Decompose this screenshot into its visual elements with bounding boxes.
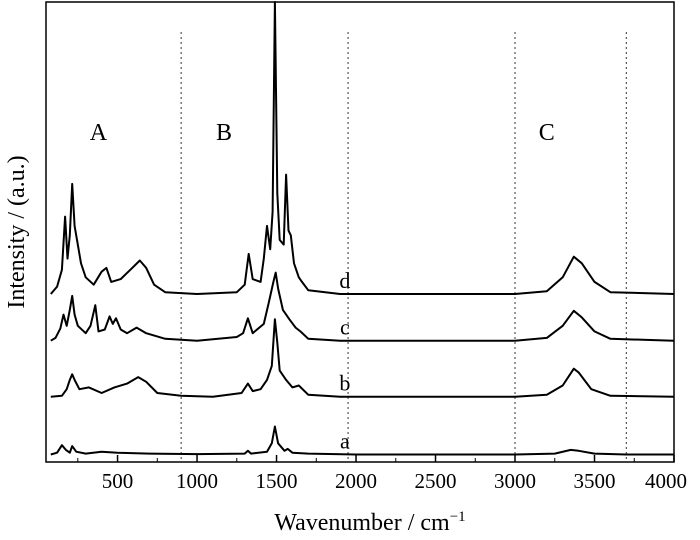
series-line-b [50, 318, 675, 398]
region-label-B: B [216, 120, 232, 146]
x-tick-label: 1500 [256, 469, 298, 493]
x-axis-ticks: 500 1000 1500 2000 2500 3000 3500 4000 [77, 455, 687, 493]
series-line-d [50, 1, 675, 295]
x-tick-label: 2500 [415, 469, 457, 493]
x-tick-label: 1000 [176, 469, 218, 493]
series-label-c: c [340, 315, 350, 340]
series-label-b: b [339, 371, 350, 396]
spectra-lines [50, 1, 675, 456]
region-label-A: A [90, 120, 108, 146]
series-line-a [50, 425, 674, 456]
y-axis-title: Intensity / (a.u.) [4, 155, 30, 308]
plot-frame [45, 1, 675, 463]
curve-labels: a b cd [339, 268, 350, 453]
x-tick-label: 500 [102, 469, 134, 493]
region-label-C: C [539, 120, 555, 146]
x-tick-label: 4000 [645, 469, 687, 493]
x-tick-label: 3000 [494, 469, 536, 493]
x-axis-title: Wavenumber / cm−1 [274, 509, 465, 536]
series-label-d: d [339, 268, 350, 293]
series-line-c [50, 271, 675, 342]
x-tick-label: 3500 [574, 469, 616, 493]
region-labels: A B C [90, 120, 555, 146]
series-label-a: a [340, 429, 350, 454]
region-dividers [180, 32, 627, 462]
x-tick-label: 2000 [335, 469, 377, 493]
